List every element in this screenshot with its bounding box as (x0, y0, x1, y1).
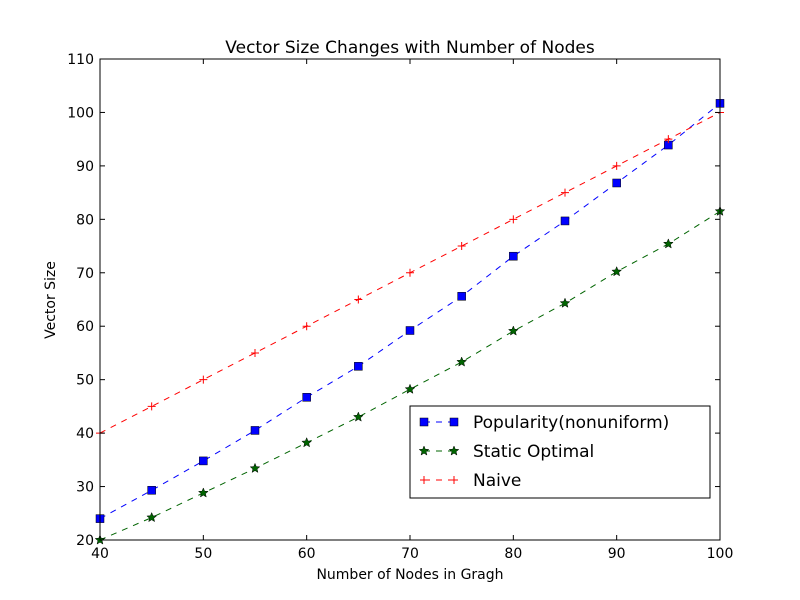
data-point (561, 188, 569, 197)
y-tick-label: 30 (76, 480, 94, 496)
y-tick-label: 40 (76, 426, 94, 442)
legend-marker (420, 476, 428, 484)
data-point (147, 402, 156, 411)
data-point (611, 266, 623, 277)
data-point (664, 135, 673, 144)
data-point (456, 356, 468, 367)
data-point (507, 325, 519, 336)
chart-title: Vector Size Changes with Number of Nodes (225, 38, 595, 58)
legend-label: Naive (473, 471, 521, 491)
legend-marker (448, 445, 460, 456)
y-tick-label: 100 (67, 105, 94, 121)
x-tick-label: 100 (707, 546, 734, 562)
y-tick-label: 110 (67, 52, 94, 68)
y-tick-label: 90 (76, 159, 94, 175)
data-point (250, 426, 260, 435)
data-point (197, 487, 209, 498)
legend-entry: Static Optimal (418, 442, 594, 462)
legend-label: Static Optimal (473, 442, 594, 462)
axis-ticks: 40 50 60 70 80 90 100 20 30 40 50 60 70 80 90 100 110 (67, 52, 733, 562)
data-point (302, 393, 311, 402)
legend-marker (418, 445, 430, 456)
y-tick-label: 50 (76, 373, 94, 389)
data-point (509, 251, 518, 261)
data-point (354, 295, 363, 304)
y-tick-label: 20 (76, 533, 94, 549)
data-point (249, 462, 261, 473)
x-tick-label: 40 (91, 546, 109, 562)
data-point (352, 411, 364, 422)
data-point (404, 383, 416, 394)
x-axis-label: Number of Nodes in Gragh (316, 567, 503, 583)
y-tick-label: 70 (76, 266, 94, 282)
y-tick-label: 80 (76, 212, 94, 228)
data-point (509, 215, 518, 224)
y-tick-label: 60 (76, 319, 94, 335)
data-point (457, 242, 466, 251)
data-point (302, 322, 311, 331)
y-axis-label: Vector Size (43, 261, 59, 339)
legend-label: Popularity(nonuniform) (473, 413, 669, 433)
data-point (406, 268, 414, 277)
data-point (251, 348, 259, 357)
data-point (559, 297, 571, 308)
series-2 (96, 108, 724, 438)
data-point (301, 437, 313, 448)
data-point (199, 456, 208, 466)
x-tick-label: 90 (608, 546, 626, 562)
data-point (146, 511, 158, 523)
data-point (560, 216, 570, 226)
data-point (354, 362, 363, 371)
legend: Popularity(nonuniform) Static Optimal Naiv… (409, 405, 711, 499)
legend-box (409, 405, 711, 499)
data-point (147, 486, 156, 495)
data-point (612, 161, 621, 170)
legend-entry: Popularity(nonuniform) (419, 413, 669, 433)
data-point (662, 238, 674, 249)
x-tick-label: 60 (298, 546, 316, 562)
data-point (457, 292, 466, 301)
legend-entry: Naive (420, 471, 521, 491)
legend-marker (449, 417, 459, 427)
x-tick-label: 70 (401, 546, 419, 562)
data-point (199, 375, 208, 384)
x-tick-label: 80 (504, 546, 522, 562)
x-tick-label: 50 (194, 546, 212, 562)
data-point (612, 178, 621, 188)
data-point (405, 326, 415, 335)
legend-marker (450, 476, 458, 484)
legend-marker (419, 417, 429, 427)
